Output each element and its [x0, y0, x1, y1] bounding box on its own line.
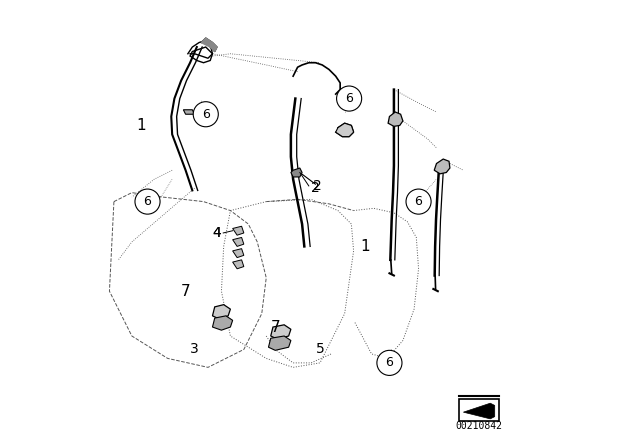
- Text: 1: 1: [136, 118, 146, 133]
- Polygon shape: [212, 305, 230, 319]
- Polygon shape: [233, 237, 244, 246]
- Circle shape: [337, 86, 362, 111]
- Text: 4: 4: [212, 226, 221, 240]
- Polygon shape: [269, 336, 291, 350]
- Text: 2: 2: [311, 181, 320, 195]
- Circle shape: [135, 189, 160, 214]
- Text: 6: 6: [345, 92, 353, 105]
- Polygon shape: [233, 249, 244, 258]
- Polygon shape: [212, 316, 233, 330]
- Polygon shape: [435, 159, 450, 174]
- Circle shape: [193, 102, 218, 127]
- Polygon shape: [336, 123, 353, 137]
- Polygon shape: [202, 38, 217, 52]
- Polygon shape: [271, 325, 291, 339]
- Text: 6: 6: [143, 195, 152, 208]
- Text: 4: 4: [212, 226, 221, 240]
- Circle shape: [377, 350, 402, 375]
- Text: 6: 6: [385, 356, 394, 370]
- Text: 6: 6: [202, 108, 210, 121]
- Text: 5: 5: [316, 342, 324, 357]
- Polygon shape: [184, 110, 195, 114]
- Polygon shape: [463, 403, 495, 419]
- Text: 1: 1: [360, 239, 370, 254]
- Text: 6: 6: [415, 195, 422, 208]
- Polygon shape: [233, 260, 244, 269]
- Text: 7: 7: [270, 319, 280, 335]
- Text: 2: 2: [314, 179, 322, 193]
- Text: 3: 3: [190, 342, 199, 357]
- Text: 00210842: 00210842: [456, 422, 502, 431]
- Text: 7: 7: [180, 284, 191, 299]
- Circle shape: [406, 189, 431, 214]
- Bar: [459, 399, 499, 421]
- Polygon shape: [233, 226, 244, 235]
- Polygon shape: [291, 168, 302, 177]
- Polygon shape: [388, 112, 403, 126]
